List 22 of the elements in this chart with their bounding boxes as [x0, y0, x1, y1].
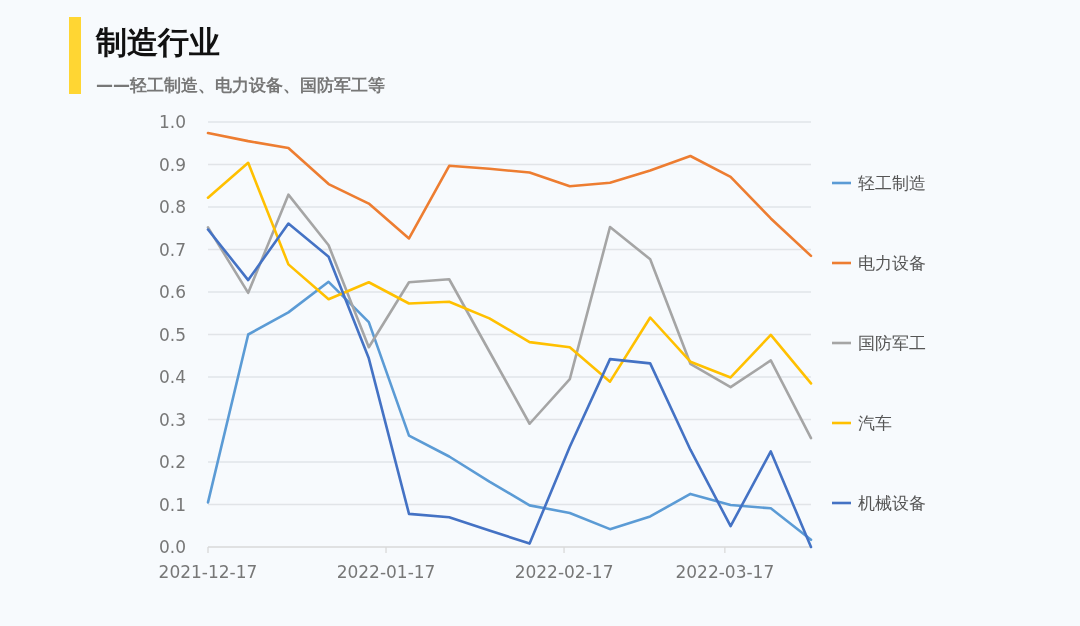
y-tick-label: 0.0	[158, 537, 186, 557]
chart-title: 制造行业	[95, 24, 220, 60]
legend-label: 轻工制造	[858, 173, 926, 193]
y-tick-label: 0.4	[158, 367, 186, 387]
y-tick-label: 0.6	[158, 282, 186, 302]
x-tick-label: 2022-01-17	[336, 562, 436, 582]
legend-label: 机械设备	[858, 493, 926, 513]
x-tick-label: 2021-12-17	[158, 562, 258, 582]
legend-label: 汽车	[858, 413, 892, 433]
y-tick-label: 0.5	[158, 324, 186, 345]
x-tick-label: 2022-03-17	[675, 562, 775, 582]
y-tick-label: 0.8	[158, 197, 186, 217]
y-tick-label: 0.9	[158, 154, 186, 175]
y-tick-label: 0.7	[158, 239, 186, 260]
y-tick-label: 0.1	[158, 494, 186, 515]
legend-label: 电力设备	[858, 253, 926, 273]
legend-label: 国防军工	[858, 333, 926, 353]
y-tick-label: 1.0	[158, 112, 186, 132]
chart-subtitle: ——轻工制造、电力设备、国防军工等	[96, 75, 385, 95]
y-tick-label: 0.2	[158, 452, 186, 472]
x-tick-label: 2022-02-17	[514, 562, 614, 582]
y-tick-label: 0.3	[158, 409, 186, 430]
